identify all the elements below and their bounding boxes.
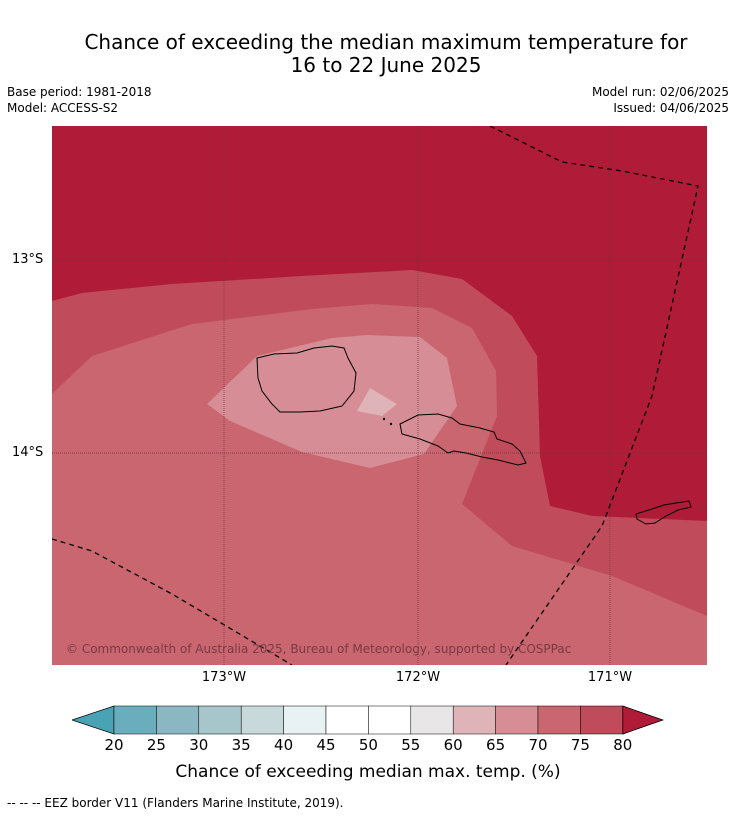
colorbar-tick-60: 60 [443, 736, 463, 754]
colorbar-tick-45: 45 [316, 736, 336, 754]
colorbar-tick-55: 55 [401, 736, 421, 754]
american-samoa-island-outline [635, 500, 692, 525]
colorbar-tick-65: 65 [486, 736, 506, 754]
colorbar-tick-20: 20 [104, 736, 124, 754]
colorbar-tick-30: 30 [189, 736, 209, 754]
colorbar-low-extension [72, 705, 115, 735]
colorbar-cell-35-40 [240, 705, 284, 735]
copyright-notice: © Commonwealth of Australia 2025, Bureau… [66, 642, 571, 656]
colorbar-tick-40: 40 [274, 736, 294, 754]
colorbar-cell-50-55 [368, 705, 412, 735]
colorbar-cell-70-75 [537, 705, 581, 735]
model-run: Model run: 02/06/2025 [591, 85, 729, 99]
colorbar-high-extension [622, 705, 664, 735]
colorbar-tick-70: 70 [528, 736, 548, 754]
colorbar-tick-80: 80 [613, 736, 633, 754]
colorbar-label: Chance of exceeding median max. temp. (%… [175, 762, 561, 782]
map-title: Chance of exceeding the median maximum t… [0, 31, 736, 77]
base-period: Base period: 1981-2018 [7, 85, 152, 99]
band-65 [207, 335, 457, 468]
colorbar-cell-55-60 [410, 705, 454, 735]
meta-left: Base period: 1981-2018 Model: ACCESS-S2 [7, 84, 152, 116]
colorbar-tick-75: 75 [570, 736, 590, 754]
colorbar-cell-75-80 [580, 705, 624, 735]
colorbar-tick-25: 25 [146, 736, 166, 754]
lon-label-171w: 171°W [587, 670, 633, 685]
colorbar-cell-40-45 [283, 705, 327, 735]
savaii-island-outline [256, 345, 357, 413]
eez-borders [52, 126, 699, 665]
colorbar-cell-30-35 [198, 705, 242, 735]
colorbar [72, 705, 664, 735]
title-line-1: Chance of exceeding the median maximum t… [84, 30, 688, 54]
colorbar-cell-60-65 [452, 705, 496, 735]
colorbar-tick-35: 35 [231, 736, 251, 754]
issued-date: Issued: 04/06/2025 [613, 101, 729, 115]
model-name: Model: ACCESS-S2 [7, 101, 119, 115]
meta-right: Model run: 02/06/2025 Issued: 04/06/2025 [592, 84, 729, 116]
title-line-2: 16 to 22 June 2025 [290, 53, 482, 77]
colorbar-tick-50: 50 [358, 736, 378, 754]
lon-label-173w: 173°W [201, 670, 247, 685]
colorbar-cell-65-70 [495, 705, 539, 735]
lat-label-14s: 14°S [12, 445, 44, 460]
lat-label-13s: 13°S [12, 252, 44, 267]
upolu-island-outline [399, 413, 527, 466]
map-panel: © Commonwealth of Australia 2025, Bureau… [52, 126, 707, 665]
colorbar-cells [72, 705, 664, 735]
band-70 [52, 304, 707, 665]
colorbar-cell-25-30 [156, 705, 200, 735]
colorbar-cell-20-25 [113, 705, 157, 735]
colorbar-cell-45-50 [325, 705, 369, 735]
lon-label-172w: 172°W [395, 670, 441, 685]
islet-marker [389, 422, 393, 426]
footnote: -- -- -- EEZ border V11 (Flanders Marine… [7, 796, 344, 810]
islet-marker [382, 417, 386, 421]
band-60 [357, 388, 397, 416]
